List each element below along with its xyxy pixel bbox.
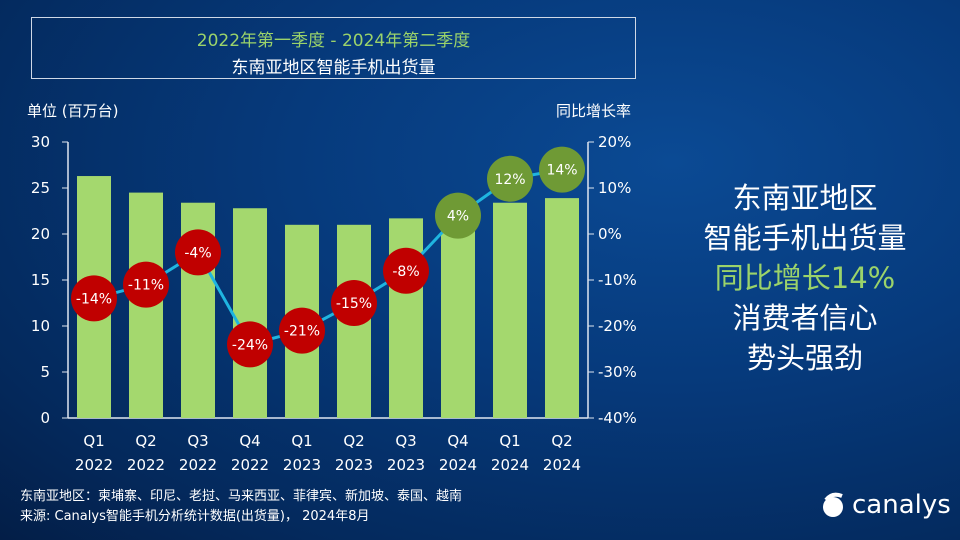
headline-line: 智能手机出货量 bbox=[703, 221, 907, 255]
yoy-marker bbox=[123, 261, 169, 308]
right-tick-label: 10% bbox=[598, 179, 631, 197]
right-tick-label: 20% bbox=[598, 133, 631, 151]
yoy-data-label: -14% bbox=[76, 291, 112, 307]
category-label: Q1 bbox=[291, 432, 312, 450]
headline-line: 消费者信心 bbox=[732, 301, 878, 335]
category-label: 2022 bbox=[231, 456, 269, 474]
yoy-marker bbox=[227, 321, 273, 368]
yoy-data-label: -8% bbox=[392, 264, 419, 280]
chart-title: 东南亚地区智能手机出货量 bbox=[231, 58, 436, 78]
right-axis-label: 同比增长率 bbox=[556, 102, 632, 120]
left-tick-label: 0 bbox=[40, 409, 50, 427]
canalys-logo: canalys bbox=[820, 490, 951, 520]
yoy-line bbox=[93, 168, 563, 347]
headline-line: 势头强劲 bbox=[746, 341, 863, 375]
yoy-data-label: 14% bbox=[546, 163, 577, 179]
right-tick-label: -30% bbox=[598, 363, 637, 381]
yoy-marker bbox=[175, 229, 221, 276]
left-tick-label: 15 bbox=[31, 271, 50, 289]
yoy-data-label: 12% bbox=[494, 172, 525, 188]
category-label: Q1 bbox=[83, 432, 104, 450]
logo-icon bbox=[823, 492, 843, 517]
category-label: 2022 bbox=[75, 456, 113, 474]
category-label: Q3 bbox=[187, 432, 208, 450]
category-label: 2023 bbox=[387, 456, 425, 474]
category-label: 2024 bbox=[491, 456, 529, 474]
category-label: 2023 bbox=[335, 456, 373, 474]
left-tick-label: 10 bbox=[31, 317, 50, 335]
bar bbox=[441, 211, 475, 418]
right-tick-label: 0% bbox=[598, 225, 622, 243]
category-label: Q2 bbox=[135, 432, 156, 450]
category-label: Q2 bbox=[551, 432, 572, 450]
right-tick-label: -40% bbox=[598, 409, 637, 427]
left-tick-label: 20 bbox=[31, 225, 50, 243]
footer-region: 东南亚地区：柬埔寨、印尼、老挝、马来西亚、菲律宾、新加坡、泰国、越南 bbox=[20, 489, 463, 504]
yoy-marker bbox=[331, 280, 377, 326]
category-label: 2022 bbox=[127, 456, 165, 474]
category-label: 2024 bbox=[439, 456, 477, 474]
yoy-data-label: -11% bbox=[128, 278, 164, 294]
footer: 东南亚地区：柬埔寨、印尼、老挝、马来西亚、菲律宾、新加坡、泰国、越南 来源: C… bbox=[20, 487, 462, 527]
yoy-marker bbox=[539, 146, 585, 193]
yoy-marker bbox=[487, 155, 533, 202]
yoy-data-label: -21% bbox=[284, 324, 320, 340]
yoy-marker bbox=[383, 247, 429, 294]
title-box: 2022年第一季度 - 2024年第二季度 东南亚地区智能手机出货量 bbox=[31, 17, 636, 79]
headline: 东南亚地区 智能手机出货量 同比增长14% 消费者信心 势头强劲 bbox=[690, 178, 920, 378]
category-label: 2024 bbox=[543, 456, 581, 474]
category-label: Q3 bbox=[395, 432, 416, 450]
title-period: 2022年第一季度 - 2024年第二季度 bbox=[196, 31, 471, 51]
category-label: 2023 bbox=[283, 456, 321, 474]
left-tick-label: 30 bbox=[31, 133, 50, 151]
yoy-data-label: -15% bbox=[336, 296, 372, 312]
yoy-data-label: 4% bbox=[447, 209, 469, 225]
headline-highlight: 同比增长14% bbox=[714, 261, 896, 295]
left-tick-label: 25 bbox=[31, 179, 50, 197]
yoy-data-label: -24% bbox=[232, 337, 268, 353]
yoy-data-label: -4% bbox=[184, 245, 211, 261]
bar bbox=[233, 208, 267, 418]
logo-text: canalys bbox=[852, 490, 951, 520]
yoy-marker bbox=[279, 307, 325, 354]
category-label: Q2 bbox=[343, 432, 364, 450]
right-tick-label: -20% bbox=[598, 317, 637, 335]
bar bbox=[493, 202, 527, 418]
bar bbox=[545, 198, 579, 418]
yoy-marker bbox=[435, 192, 481, 239]
category-label: Q4 bbox=[447, 432, 468, 450]
left-axis-label: 单位 (百万台) bbox=[27, 102, 119, 120]
left-tick-label: 5 bbox=[40, 363, 50, 381]
footer-source: 来源: Canalys智能手机分析统计数据(出货量)， 2024年8月 bbox=[20, 509, 370, 524]
yoy-marker bbox=[71, 275, 117, 322]
category-label: Q1 bbox=[499, 432, 520, 450]
right-tick-label: -10% bbox=[598, 271, 637, 289]
headline-line: 东南亚地区 bbox=[732, 181, 878, 215]
category-label: Q4 bbox=[239, 432, 260, 450]
category-label: 2022 bbox=[179, 456, 217, 474]
